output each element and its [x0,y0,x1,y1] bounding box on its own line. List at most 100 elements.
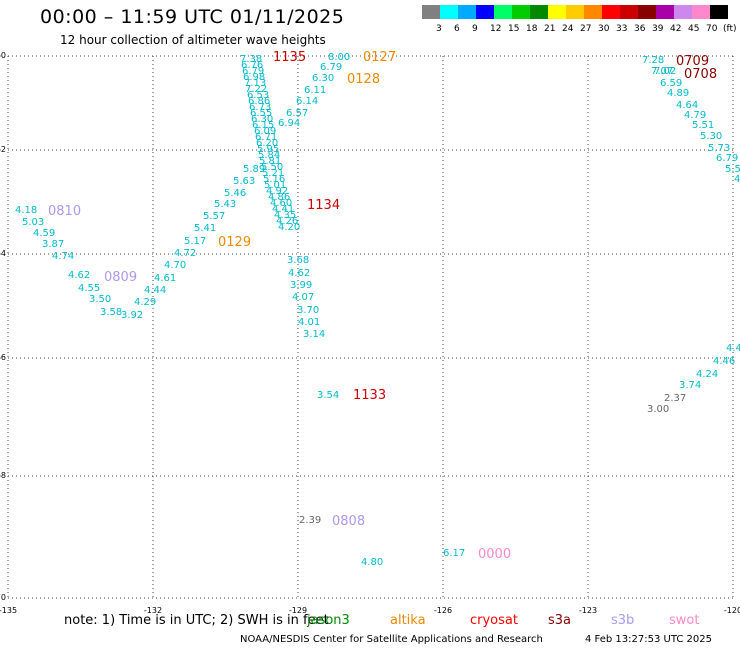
pass-time-label: 1134 [307,198,340,213]
pass-time-label: 1135 [273,50,306,65]
wave-height-value: 3.68 [287,255,309,266]
wave-height-value: 4.41 [272,204,294,215]
wave-height-value: 5.01 [264,180,286,191]
wave-height-value: 5.81 [259,156,281,167]
wave-height-value: 4.92 [266,186,288,197]
lat-label: -66 [0,353,6,362]
wave-height-value: 5.30 [700,131,722,142]
wave-height-value: 2.37 [664,393,686,404]
wave-height-value: 4.86 [268,192,290,203]
scale-swatch [566,5,584,19]
wave-height-value: 6.79 [320,62,342,73]
wave-height-value: 4.64 [676,100,698,111]
wave-height-value: 5.51 [692,120,714,131]
scale-unit: (ft) [723,24,737,34]
pass-time-label: 0810 [48,204,81,219]
scale-swatch [548,5,566,19]
wave-height-value: 5.41 [194,223,216,234]
wave-height-value: 6.20 [256,138,278,149]
map-title: 00:00 – 11:59 UTC 01/11/2025 [40,6,345,28]
wave-height-value: 6.53 [247,90,269,101]
lon-label: -126 [434,606,452,615]
scale-label: 15 [508,24,520,34]
wave-height-value: 6.59 [660,78,682,89]
wave-height-value: 4.79 [684,110,706,121]
lat-label: -60 [0,51,6,60]
wave-height-value: 2.39 [299,515,321,526]
wave-height-value: 6.55 [250,108,272,119]
scale-label: 45 [688,24,700,34]
wave-height-value: 6.30 [251,114,273,125]
pass-time-label: 0708 [684,67,717,82]
wave-height-value: 5.46 [224,188,246,199]
generation-timestamp: 4 Feb 13:27:53 UTC 2025 [585,634,712,645]
scale-label: 36 [634,24,646,34]
pass-time-label: 0809 [104,270,137,285]
wave-height-value: 5.16 [263,174,285,185]
scale-label: 70 [706,24,718,34]
pass-time-label: 0129 [218,235,251,250]
wave-height-value: 5.57 [203,211,225,222]
wave-height-value: 5.5 [725,164,740,175]
scale-label: 33 [616,24,628,34]
pass-time-label: 0127 [363,50,396,65]
pass-time-label: 1133 [353,388,386,403]
wave-height-value: 6.76 [241,60,263,71]
wave-height-value: 4.44 [144,285,166,296]
satellite-legend-item: cryosat [470,613,518,628]
scale-label: 42 [670,24,682,34]
scale-swatch [512,5,530,19]
wave-height-value: 4.01 [298,317,320,328]
wave-height-value: 4.29 [134,297,156,308]
wave-height-value: 5.17 [184,236,206,247]
wave-height-value: 5.43 [214,199,236,210]
wave-height-value: 6.11 [304,85,326,96]
footer-note: note: 1) Time is in UTC; 2) SWH is in fe… [64,613,329,628]
wave-height-value: 3.00 [647,404,669,415]
lat-label: -68 [0,471,6,480]
scale-swatch [674,5,692,19]
wave-height-value: 4.4 [726,343,740,354]
lon-label: -120 [724,606,740,615]
wave-height-value: 7.22 [245,84,267,95]
credit-line: NOAA/NESDIS Center for Satellite Applica… [240,634,543,645]
wave-height-value: 6.15 [252,120,274,131]
scale-swatch [638,5,656,19]
wave-height-value: 4.62 [68,270,90,281]
wave-height-value: 6.14 [296,96,318,107]
wave-height-value: 4.24 [696,369,718,380]
wave-height-value: 6.79 [716,153,738,164]
pass-time-label: 0709 [676,54,709,69]
scale-swatch [422,5,440,19]
scale-label: 9 [472,24,478,34]
wave-height-value: 6.86 [248,96,270,107]
wave-height-observations: 7.386.766.796.987.137.226.536.866.736.55… [15,52,740,568]
wave-height-value: 4.61 [154,273,176,284]
scale-label: 27 [580,24,592,34]
satellite-legend-item: altika [390,613,426,628]
wave-height-value: 3.70 [297,305,319,316]
lon-label: -129 [289,606,307,615]
scale-label: 6 [454,24,460,34]
wave-height-value: 6.94 [278,118,300,129]
wave-height-value: 4.89 [667,88,689,99]
wave-height-value: 3.54 [317,390,339,401]
scale-swatch [584,5,602,19]
scale-label: 21 [544,24,556,34]
satellite-legend-item: s3a [548,613,572,628]
scale-swatch [692,5,710,19]
satellite-legend-item: swot [669,613,700,628]
wave-height-value: 4.72 [174,248,196,259]
wave-height-value: 4.80 [361,557,383,568]
map-subtitle: 12 hour collection of altimeter wave hei… [60,33,326,47]
wave-height-value: 5.89 [243,164,265,175]
lat-label: -64 [0,249,6,258]
wave-height-value: 4.60 [270,198,292,209]
pass-time-label: 0128 [347,72,380,87]
wave-height-value: 4.74 [52,251,74,262]
lat-lon-grid [7,55,734,599]
wave-height-value: 5.73 [708,143,730,154]
wave-height-value: 6.79 [242,66,264,77]
